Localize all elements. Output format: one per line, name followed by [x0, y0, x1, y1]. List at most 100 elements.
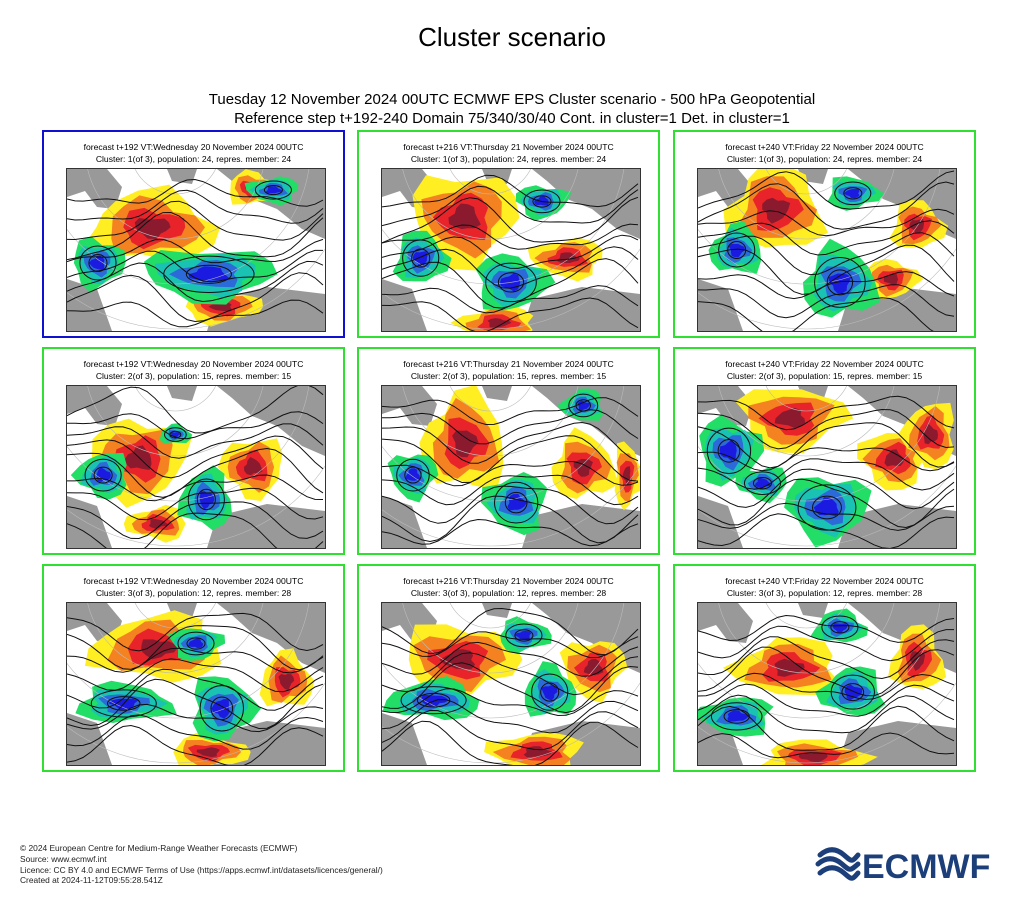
cluster-panel: forecast t+192 VT:Wednesday 20 November …: [42, 347, 345, 555]
geopotential-contour: [382, 409, 639, 445]
low-contour: [706, 427, 752, 474]
geopotential-contour: [698, 447, 955, 472]
geopotential-contour: [67, 658, 324, 693]
land-mass: [838, 721, 956, 765]
low-contour: [164, 427, 187, 442]
panel-forecast-header: forecast t+216 VT:Thursday 21 November 2…: [403, 576, 614, 586]
low-contour: [532, 195, 552, 208]
latitude-circle: [718, 169, 895, 240]
low-contour: [396, 458, 430, 492]
geopotential-contour: [382, 285, 639, 314]
low-contour: [169, 430, 182, 439]
geopotential-contour: [67, 272, 324, 323]
geopotential-contour: [67, 178, 324, 207]
geopotential-contour: [698, 683, 955, 717]
geopotential-contour: [67, 487, 324, 521]
low-contour: [834, 181, 872, 206]
latitude-circle: [87, 603, 264, 674]
geopotential-contour: [67, 386, 324, 434]
latitude-circle: [382, 248, 640, 330]
geopotential-contour: [382, 174, 639, 208]
panel-cluster-info: Cluster: 2(of 3), population: 15, repres…: [410, 371, 607, 381]
panel-forecast-header: forecast t+192 VT:Wednesday 20 November …: [83, 142, 304, 152]
geopotential-contour: [382, 397, 639, 426]
latitude-circle: [698, 386, 941, 502]
geopotential-contour: [67, 678, 324, 730]
latitude-circle: [382, 169, 625, 285]
geopotential-contour: [698, 672, 955, 701]
low-contour: [830, 621, 850, 634]
latitude-circle: [402, 603, 579, 674]
low-contour: [717, 438, 741, 463]
cluster-panel: forecast t+240 VT:Friday 22 November 202…: [673, 347, 976, 555]
geopotential-map: [381, 602, 641, 766]
map-svg: [698, 603, 956, 765]
low-contour: [199, 685, 244, 732]
low-contour: [88, 253, 108, 272]
panel-cluster-info: Cluster: 1(of 3), population: 24, repres…: [410, 154, 607, 164]
geopotential-contour: [382, 495, 639, 544]
geopotential-contour: [382, 641, 639, 677]
land-mass: [482, 603, 512, 618]
low-contour: [187, 478, 225, 521]
latitude-circle: [67, 603, 310, 719]
geopotential-map: [381, 385, 641, 549]
negative-anomaly: [475, 253, 556, 311]
negative-anomaly: [524, 661, 577, 717]
panel-cluster-info: Cluster: 1(of 3), population: 24, repres…: [726, 154, 923, 164]
geopotential-contour: [698, 646, 955, 697]
low-contour: [400, 686, 467, 715]
geopotential-contour: [698, 220, 955, 256]
latitude-circle: [382, 465, 640, 547]
cluster-panel: forecast t+216 VT:Thursday 21 November 2…: [357, 564, 660, 772]
low-contour: [497, 272, 525, 293]
positive-anomaly: [761, 739, 878, 765]
geopotential-contour: [67, 200, 324, 241]
latitude-circle: [765, 169, 847, 195]
panel-cluster-info: Cluster: 3(of 3), population: 12, repres…: [726, 588, 923, 598]
positive-anomaly: [173, 732, 251, 765]
geopotential-contour: [382, 652, 639, 696]
latitude-circle: [765, 603, 847, 629]
land-mass: [217, 603, 325, 673]
panel-forecast-header: forecast t+240 VT:Friday 22 November 202…: [725, 142, 924, 152]
low-contour: [841, 683, 865, 702]
low-contour: [843, 187, 863, 200]
land-mass: [382, 713, 427, 765]
panel-cluster-info: Cluster: 3(of 3), population: 12, repres…: [410, 588, 607, 598]
geopotential-contour: [698, 694, 955, 734]
latitude-circle: [449, 386, 531, 412]
latitude-circle: [402, 386, 579, 457]
low-contour: [568, 393, 599, 418]
low-contour: [723, 709, 750, 724]
geopotential-contour: [67, 724, 324, 765]
ecmwf-logo: ECMWF: [812, 842, 1012, 886]
latitude-circle: [67, 169, 310, 285]
positive-anomaly: [723, 637, 840, 696]
positive-anomaly: [857, 432, 932, 491]
latitude-circle: [382, 603, 625, 719]
positive-anomaly: [866, 258, 924, 299]
cluster-panel: forecast t+192 VT:Wednesday 20 November …: [42, 564, 345, 772]
geopotential-contour: [67, 512, 324, 548]
geopotential-contour: [698, 513, 955, 548]
geopotential-contour: [382, 223, 639, 250]
map-svg: [67, 603, 325, 765]
footer-source: Source: www.ecmwf.int: [20, 853, 107, 864]
latitude-circle: [87, 386, 264, 457]
land-mass: [698, 496, 743, 548]
geopotential-contour: [382, 460, 639, 487]
land-mass: [482, 386, 512, 401]
geopotential-contour: [67, 435, 324, 479]
cluster-panel: forecast t+192 VT:Wednesday 20 November …: [42, 130, 345, 338]
panel-forecast-header: forecast t+216 VT:Thursday 21 November 2…: [403, 142, 614, 152]
low-contour: [416, 692, 451, 708]
low-contour: [93, 466, 113, 484]
panel-cluster-info: Cluster: 2(of 3), population: 15, repres…: [726, 371, 923, 381]
low-contour: [411, 248, 431, 268]
low-contour: [177, 631, 215, 656]
low-contour: [523, 189, 561, 214]
positive-anomaly: [559, 641, 628, 704]
geopotential-contour: [382, 607, 639, 656]
geopotential-map: [66, 168, 326, 332]
